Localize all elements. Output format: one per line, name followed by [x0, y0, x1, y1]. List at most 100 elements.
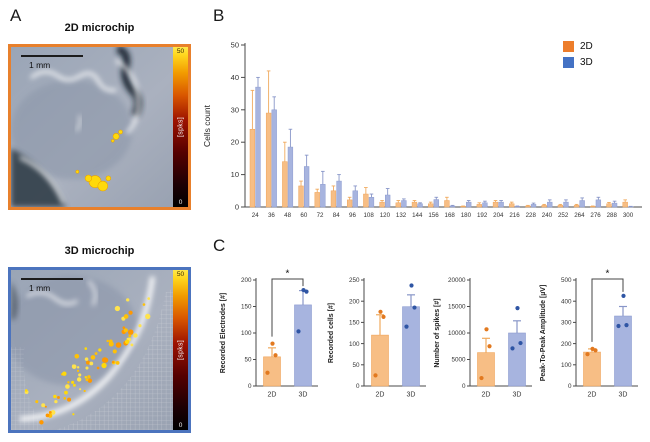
- bar-3D: [547, 201, 553, 208]
- bar-3D: [271, 109, 277, 208]
- svg-text:10: 10: [231, 170, 239, 179]
- bar-3D: [563, 201, 569, 208]
- legend-2d-label: 2D: [580, 41, 593, 52]
- colorbar-max: 50: [176, 48, 185, 55]
- activity-hotspot: [124, 339, 130, 345]
- significance-bracket: *: [271, 269, 304, 337]
- bar-2D: [371, 334, 389, 387]
- data-point: [412, 305, 417, 310]
- bar-2D: [525, 205, 531, 208]
- activity-hotspot: [126, 298, 130, 302]
- bar-group-180: [460, 200, 472, 208]
- svg-text:20: 20: [231, 138, 239, 147]
- activity-hotspot: [89, 361, 94, 366]
- svg-text:96: 96: [349, 212, 356, 219]
- activity-hotspot: [123, 328, 128, 333]
- bar-3D: [255, 86, 261, 208]
- bar-3D: [303, 166, 310, 208]
- bar-2D: [509, 203, 515, 208]
- activity-hotspot: [54, 399, 58, 404]
- peak-to-peak-amplitude-chart: 0 100 200 300 400 500 Peak-To-Peak Amplitude […: [540, 269, 638, 399]
- activity-hotspot: [97, 180, 109, 192]
- chip-3d-title: 3D microchip: [64, 245, 135, 257]
- bar-group-252: [557, 199, 569, 208]
- svg-text:400: 400: [561, 298, 572, 305]
- activity-hotspot: [63, 397, 67, 400]
- svg-text:3D: 3D: [299, 392, 308, 399]
- activity-hotspot: [122, 326, 126, 330]
- colorbar-max: 50: [176, 271, 185, 278]
- bar-2D: [476, 204, 482, 208]
- activity-hotspot: [72, 383, 76, 387]
- svg-text:100: 100: [241, 330, 252, 337]
- activity-hotspot: [45, 413, 50, 418]
- activity-hotspot: [133, 333, 138, 338]
- activity-hotspot: [130, 343, 134, 347]
- bar-2D: [477, 352, 495, 387]
- data-point: [518, 340, 523, 346]
- svg-text:2D: 2D: [482, 392, 491, 399]
- bar-group-192: [476, 200, 488, 208]
- bar-3D: [498, 201, 504, 208]
- activity-hotspot: [87, 375, 91, 379]
- scale-bar-line: [21, 55, 83, 57]
- bar-group-2D: [371, 309, 389, 387]
- recorded-electrodes-chart: 0 50 100 150 200 Recorded Electrodes [#] 2D 3D *: [220, 269, 318, 399]
- activity-hotspot: [96, 366, 100, 370]
- data-point: [381, 314, 386, 319]
- data-point: [590, 346, 595, 351]
- bar-3D: [287, 146, 294, 208]
- bar-group-72: [314, 170, 326, 208]
- legend-item-3d: 3D: [563, 57, 593, 68]
- scale-bar-label: 1 mm: [29, 283, 51, 293]
- bar-3D: [320, 184, 326, 208]
- colorbar-min: 0: [178, 199, 183, 206]
- svg-text:24: 24: [252, 212, 259, 219]
- data-point: [510, 346, 515, 351]
- significance-star: *: [606, 269, 610, 280]
- activity-hotspot: [79, 388, 82, 391]
- svg-text:2D: 2D: [376, 392, 385, 399]
- bar-2D: [379, 201, 385, 208]
- bar-3D: [508, 332, 526, 387]
- data-point: [404, 324, 409, 329]
- bar-group-3D: [508, 305, 526, 387]
- data-point: [585, 352, 590, 357]
- bar-3D: [336, 180, 342, 208]
- activity-hotspot: [67, 397, 72, 402]
- bar-3D: [294, 304, 312, 387]
- chart-legend: 2D 3D: [563, 41, 593, 73]
- bar-2D: [444, 200, 450, 208]
- svg-text:252: 252: [558, 212, 569, 219]
- svg-text:180: 180: [461, 212, 472, 219]
- activity-hotspot: [74, 353, 80, 359]
- colorbar-min: 0: [178, 422, 183, 429]
- bar-group-264: [573, 197, 585, 208]
- svg-text:60: 60: [300, 212, 307, 219]
- svg-text:Recorded Electrodes [#]: Recorded Electrodes [#]: [220, 293, 227, 374]
- bar-group-156: [428, 196, 439, 208]
- activity-hotspot: [145, 313, 151, 320]
- activity-hotspot: [128, 334, 132, 338]
- svg-text:264: 264: [574, 212, 585, 219]
- bar-2D: [428, 203, 434, 208]
- activity-hotspot: [48, 411, 52, 414]
- data-point: [373, 373, 378, 378]
- legend-2d-swatch: [563, 41, 574, 52]
- svg-text:50: 50: [231, 41, 239, 50]
- legend-3d-label: 3D: [580, 57, 593, 68]
- recorded-cells-chart: 0 50 100 150 200 250 Recorded cells [#] 2D 3D: [328, 277, 426, 399]
- activity-hotspot: [86, 360, 90, 365]
- bar-2D: [265, 112, 272, 208]
- bar-3D: [417, 203, 423, 208]
- bar-3D: [614, 315, 632, 387]
- activity-hotspot: [50, 410, 56, 415]
- scale-bar-3d: 1 mm: [21, 278, 83, 293]
- activity-hotspot: [85, 378, 89, 382]
- svg-text:300: 300: [623, 212, 634, 219]
- svg-text:40: 40: [231, 73, 239, 82]
- bar-2D: [298, 185, 304, 208]
- bar-2D: [411, 201, 418, 208]
- data-point: [515, 305, 520, 311]
